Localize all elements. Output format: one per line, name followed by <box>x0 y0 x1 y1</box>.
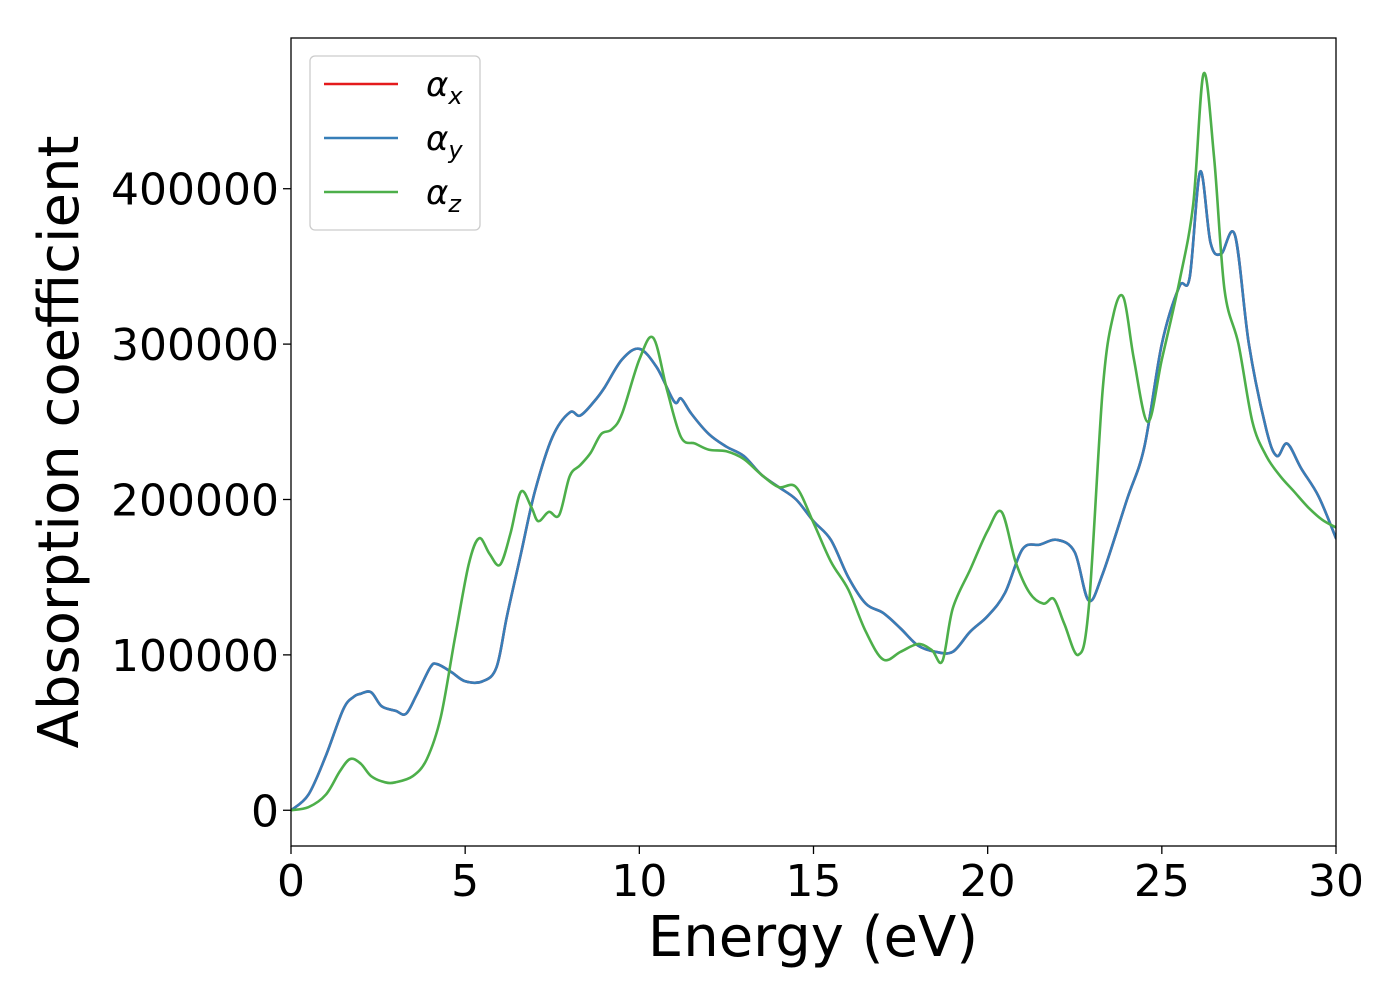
x-axis-label: Energy (eV) <box>648 905 978 970</box>
series-line-z <box>291 71 1336 812</box>
y-tick-label: 0 <box>251 786 279 837</box>
legend-symbol: α <box>426 173 448 213</box>
legend-label-x: αx <box>426 65 463 110</box>
y-tick-label: 300000 <box>111 320 279 371</box>
legend-subscript: z <box>447 190 462 218</box>
legend-label-y: αy <box>426 119 463 164</box>
x-tick-label: 5 <box>451 856 479 907</box>
y-tick-label: 400000 <box>111 165 279 216</box>
legend-symbol: α <box>426 65 448 105</box>
x-tick-label: 20 <box>960 856 1016 907</box>
legend-box <box>309 55 481 231</box>
legend-label-z: αz <box>426 173 462 218</box>
series-line-y <box>291 170 1336 812</box>
x-tick-label: 0 <box>277 856 305 907</box>
y-tick-label: 100000 <box>111 631 279 682</box>
y-tick-label: 200000 <box>111 475 279 526</box>
x-axis: 0 5 10 15 20 25 30 <box>277 846 1364 907</box>
y-axis-label: Absorption coefficient <box>27 136 92 749</box>
series-layer <box>291 71 1336 812</box>
legend-subscript: x <box>447 82 463 110</box>
legend-symbol: α <box>426 119 448 159</box>
legend-subscript: y <box>447 136 463 164</box>
x-tick-label: 25 <box>1134 856 1190 907</box>
x-tick-label: 30 <box>1308 856 1364 907</box>
y-axis: 0 100000 200000 300000 400000 <box>111 165 291 837</box>
x-tick-label: 10 <box>611 856 667 907</box>
x-tick-label: 15 <box>786 856 842 907</box>
